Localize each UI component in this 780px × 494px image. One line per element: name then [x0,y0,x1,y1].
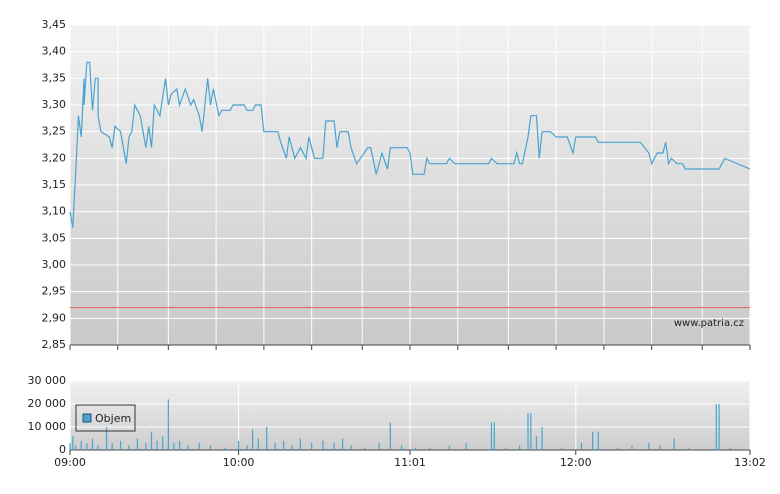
y-tick-label: 3,00 [42,258,67,271]
volume-bar [145,443,147,450]
volume-bar [518,445,521,450]
volume-bar [465,443,467,450]
volume-bar [299,438,302,450]
volume-bar [333,443,335,450]
volume-bar [187,445,189,450]
volume-bar [527,413,529,450]
volume-bar [715,404,717,450]
volume-bar [80,440,82,450]
volume-bar [429,447,431,450]
volume-bar [257,438,259,450]
volume-bar [150,431,153,450]
y-tick-label: 3,35 [42,71,67,84]
y-tick-label: 0 [59,443,66,456]
volume-bar [389,422,391,450]
volume-bar [246,445,248,450]
volume-bar [291,445,293,450]
y-tick-label: 3,15 [42,178,67,191]
volume-bar [597,431,599,450]
volume-bar [75,445,77,450]
volume-bar [648,443,650,450]
legend-box [75,404,136,432]
volume-bar [659,445,661,450]
volume-bar [97,445,99,450]
volume-bar [282,440,285,450]
volume-bar [105,427,108,450]
volume-bar [541,427,543,450]
volume-bar [493,422,495,450]
y-tick-label: 10 000 [28,420,67,433]
y-tick-label: 3,25 [42,125,67,138]
volume-bar [111,443,113,450]
volume-bar [592,431,594,450]
volume-bar [535,436,538,450]
volume-bar [673,438,675,450]
legend-label: Objem [95,412,131,425]
volume-bar [209,445,212,450]
volume-bar [448,445,450,450]
volume-bar [718,404,720,450]
volume-bar [178,440,181,450]
volume-bar [631,445,633,450]
y-tick-label: 20 000 [28,397,67,410]
y-tick-label: 3,30 [42,98,67,111]
y-tick-label: 2,85 [42,338,67,351]
volume-bar [198,443,200,450]
volume-bar [311,443,313,450]
volume-bar [687,447,689,450]
volume-bar [490,422,493,450]
x-tick-label: 10:00 [223,456,255,469]
watermark: www.patria.cz [674,318,744,329]
volume-bar [173,443,175,450]
volume-bar [415,447,417,450]
volume-bar [136,438,139,450]
volume-bar [580,443,583,450]
volume-bar [364,447,366,450]
y-tick-label: 3,45 [42,18,67,31]
volume-bar [128,445,130,450]
volume-bar [729,447,731,450]
y-tick-label: 2,95 [42,285,67,298]
volume-bar [223,447,226,450]
legend-swatch [82,413,92,423]
x-tick-label: 11:01 [394,456,426,469]
x-tick-label: 13:02 [734,456,766,469]
y-tick-label: 3,40 [42,45,67,58]
volume-bar [91,438,94,450]
y-tick-label: 2,90 [42,311,67,324]
volume-bar [162,436,164,450]
volume-bar [530,413,532,450]
volume-bar [561,447,563,450]
volume-bar [86,443,88,450]
y-tick-label: 3,05 [42,231,67,244]
y-tick-label: 3,20 [42,151,67,164]
volume-bar [119,440,122,450]
volume-bar [237,440,240,450]
volume-bar [617,447,619,450]
volume-bar [504,447,507,450]
x-tick-label: 12:00 [560,456,592,469]
volume-bar [350,445,352,450]
volume-bar [156,440,158,450]
volume-bar [378,443,380,450]
volume-bar [266,427,268,450]
volume-bar [72,436,74,450]
price-line [69,61,751,228]
volume-bar [274,443,276,450]
y-tick-label: 3,10 [42,205,67,218]
volume-bar [322,440,324,450]
x-tick-label: 09:00 [54,456,86,469]
y-tick-label: 30 000 [28,374,67,387]
volume-bar [252,429,254,450]
volume-bar [167,399,169,450]
volume-bar [341,438,344,450]
volume-bar [400,445,403,450]
volume-bar [69,443,71,450]
